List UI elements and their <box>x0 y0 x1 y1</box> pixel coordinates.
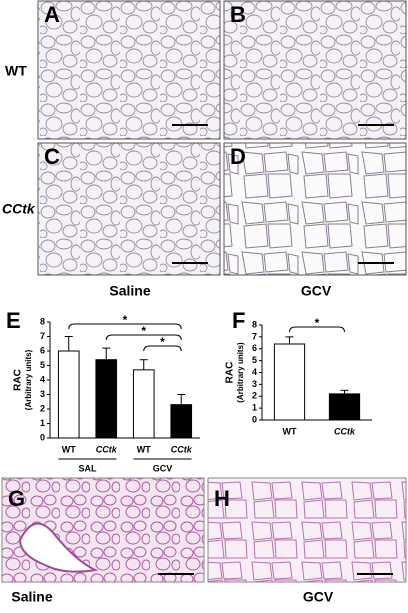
y-tick-label: 0 <box>252 414 257 424</box>
x-tick-label: WT <box>137 444 151 454</box>
group-label: SAL <box>79 463 98 473</box>
x-tick-label: WT <box>283 426 297 436</box>
y-tick-label: 2 <box>252 391 257 401</box>
y-tick-label: 8 <box>40 316 45 326</box>
bar <box>57 350 80 439</box>
panel-label: A <box>44 2 60 27</box>
bar <box>328 393 361 421</box>
bar <box>95 359 118 439</box>
bar <box>273 343 306 421</box>
y-tick-label: 7 <box>40 331 45 341</box>
y-tick-label: 6 <box>252 343 257 353</box>
x-tick-label: WT <box>62 444 76 454</box>
y-tick-label: 7 <box>252 331 257 341</box>
significance-bracket <box>143 345 182 352</box>
x-tick-label: CCtk <box>96 444 118 454</box>
y-tick-label: 0 <box>40 432 45 442</box>
significance-label: * <box>315 316 320 330</box>
panel-label: C <box>44 144 60 169</box>
significance-bracket <box>105 334 182 341</box>
x-tick-label: CCtk <box>171 444 193 454</box>
panel-label: B <box>230 2 246 27</box>
x-tick-label: CCtk <box>334 426 356 436</box>
significance-label: * <box>160 335 165 349</box>
column-label: GCV <box>303 589 334 605</box>
column-label: GCV <box>301 283 332 299</box>
y-axis-label: (Arbitrary units) <box>24 349 33 410</box>
y-tick-label: 1 <box>40 418 45 428</box>
panel-label: H <box>214 486 230 511</box>
y-tick-label: 6 <box>40 345 45 355</box>
micrograph <box>37 142 221 276</box>
panel-label: D <box>230 144 246 169</box>
bar <box>132 369 155 439</box>
y-tick-label: 4 <box>252 367 257 377</box>
bar <box>170 404 193 439</box>
significance-label: * <box>123 313 128 327</box>
y-axis-label: (Arbitrary units) <box>236 342 245 403</box>
y-tick-label: 2 <box>40 403 45 413</box>
significance-bracket <box>289 326 345 333</box>
panel-label: E <box>6 308 21 333</box>
y-tick-label: 1 <box>252 403 257 413</box>
micrograph <box>37 0 221 140</box>
panel-label: G <box>8 486 25 511</box>
micrograph <box>207 477 407 583</box>
y-tick-label: 3 <box>252 379 257 389</box>
significance-bracket <box>68 323 182 330</box>
y-tick-label: 8 <box>252 319 257 329</box>
micrograph <box>223 0 407 140</box>
micrograph <box>223 142 407 276</box>
airway <box>18 522 99 573</box>
row-label: WT <box>5 63 27 79</box>
y-axis-label: RAC <box>13 369 24 391</box>
y-tick-label: 4 <box>40 374 45 384</box>
row-label: CCtk <box>2 201 36 217</box>
column-label: Saline <box>11 589 52 605</box>
group-label: GCV <box>153 463 173 473</box>
scale-bars <box>158 124 394 575</box>
y-axis-label: RAC <box>225 362 236 384</box>
panel-label: F <box>232 308 245 333</box>
y-tick-label: 3 <box>40 389 45 399</box>
column-label: Saline <box>109 283 150 299</box>
y-tick-label: 5 <box>252 355 257 365</box>
y-tick-label: 5 <box>40 360 45 370</box>
significance-label: * <box>141 324 146 338</box>
